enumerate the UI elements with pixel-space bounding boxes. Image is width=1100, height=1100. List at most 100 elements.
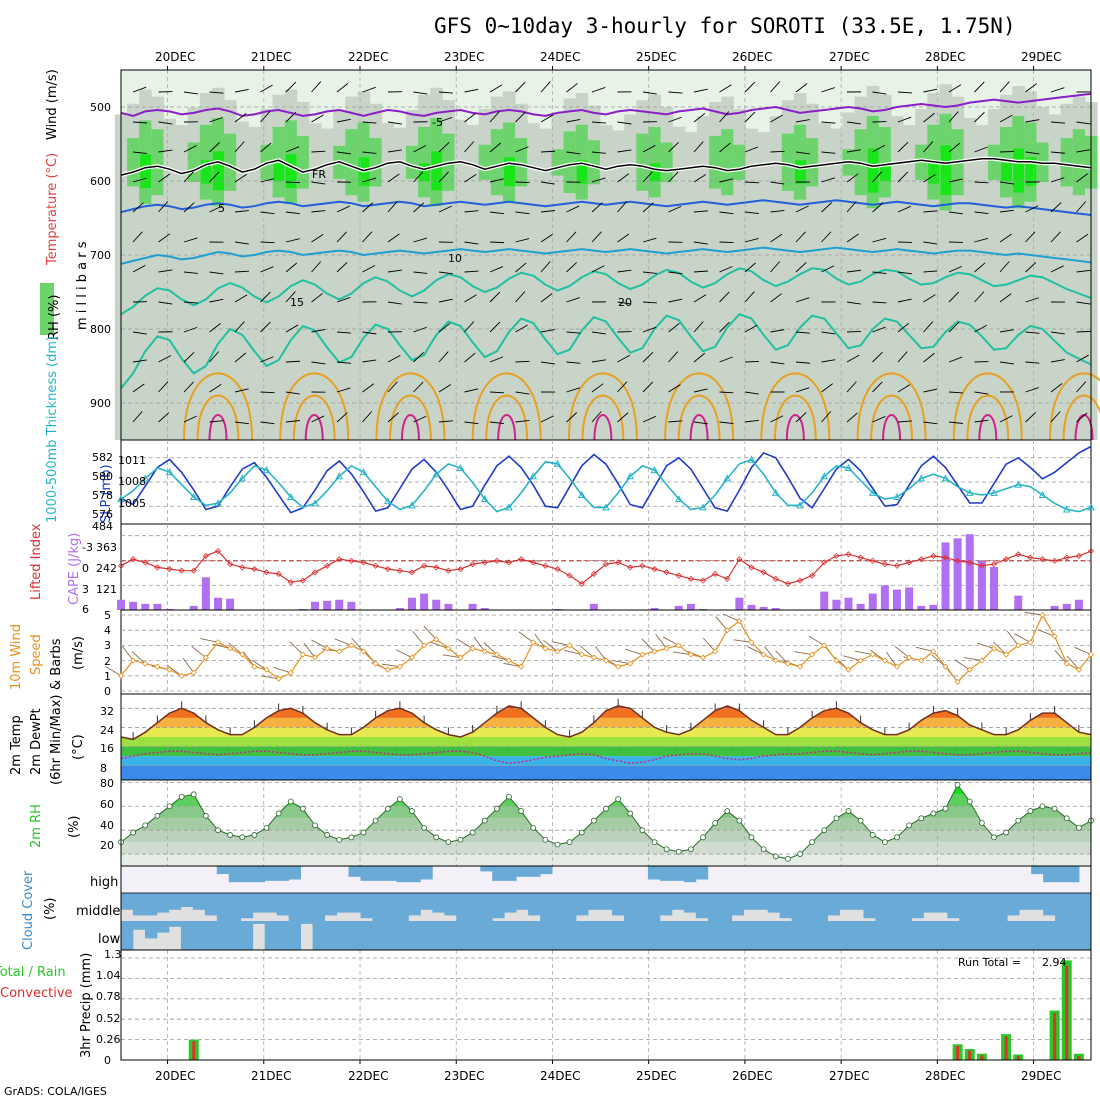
temp-band-2 [121, 746, 1091, 757]
cape-bar-19 [347, 601, 356, 610]
wind-speed-point-48 [699, 654, 707, 661]
wind-barb-20-6 [642, 271, 657, 274]
cloud-middle-cell-51 [731, 893, 745, 916]
wind-barb-26-11 [795, 412, 807, 423]
wind-barb-21-1 [668, 116, 682, 123]
wind-barb-37-4 [1076, 201, 1087, 213]
precip-tick-104: 1.04 [96, 969, 121, 982]
wind-barb-14-1 [489, 111, 500, 123]
thickness-point-78 [1062, 505, 1071, 513]
wind-barb-6-9 [285, 360, 301, 363]
wind-speed-point-59 [833, 657, 840, 664]
rh-column-53 [757, 132, 771, 440]
cloud-middle-cell-64 [887, 893, 900, 921]
rh-point-61 [857, 817, 864, 824]
cloud-low-fill-72 [983, 921, 996, 950]
wind-barb-3-6 [209, 271, 224, 275]
wind-surface-barb-52 [733, 639, 752, 643]
wind-barb-2-6 [183, 271, 198, 274]
profile-ytick-600: 600 [90, 175, 111, 188]
thickness-tick-582: 582 [92, 451, 113, 464]
wind-speed-point-61 [857, 657, 864, 664]
lifted-cape-panel [117, 523, 1095, 611]
cloud-low-fill-19 [348, 921, 361, 950]
precip-conv-bar-79 [1077, 1056, 1081, 1060]
wind-barb-8-10 [336, 387, 351, 393]
wind-barb-12-3 [438, 171, 449, 183]
wind-barb-23-9 [719, 356, 733, 363]
cloud-middle-cell-4 [168, 893, 182, 910]
lifted-point-13 [275, 570, 282, 578]
bottom-date-5: 25DEC [636, 1069, 676, 1083]
cloud-middle-cell-20 [360, 893, 373, 919]
cloud-middle-cell-77 [1043, 893, 1056, 916]
wind-barb-28-9 [846, 354, 860, 363]
rh-column-60 [842, 112, 856, 441]
rh-point-55 [784, 855, 791, 862]
rh-column-59 [830, 128, 843, 440]
wind-surface-barb-43 [625, 648, 643, 655]
bottom-date-1: 21DEC [251, 1069, 291, 1083]
wind-barb-8-0 [336, 83, 349, 93]
wind-surface-barb-0 [105, 666, 122, 677]
lifted-point-64 [893, 562, 901, 569]
rh-point-23 [396, 796, 403, 803]
wind-barb-18-9 [591, 359, 606, 363]
cape-bar-8 [214, 597, 222, 610]
wind-barb-8-4 [336, 205, 350, 213]
wind-barb-27-10 [821, 383, 833, 393]
wind-barb-25-4 [770, 209, 785, 213]
wind-barb-7-1 [311, 114, 324, 123]
lifted-point-32 [505, 559, 513, 566]
top-date-axis: 20DEC 21DEC 22DEC 23DEC 24DEC 25DEC 26DE… [155, 50, 1061, 1064]
lifted-point-49 [712, 570, 719, 578]
cloud-middle-cell-39 [588, 893, 601, 910]
rh-point-78 [1063, 815, 1070, 822]
wind-speed-point-39 [590, 654, 597, 661]
cloud-middle-cell-69 [947, 893, 960, 919]
rh-bright-2 [140, 154, 152, 189]
warm-dome-outer-4 [567, 372, 638, 441]
wind-barb-9-9 [362, 359, 377, 363]
rh-green-21 [369, 138, 383, 187]
wind-speed-point-44 [651, 648, 658, 655]
warm-dome-inner-4 [581, 394, 625, 441]
lifted-point-29 [469, 561, 476, 568]
wind-speed-point-8 [214, 639, 222, 646]
lifted-point-57 [809, 572, 816, 579]
lifted-point-0 [117, 562, 125, 569]
rh-point-52 [748, 834, 755, 841]
wind-barb-25-2 [770, 150, 785, 153]
wind-barb-19-11 [617, 412, 629, 423]
wind-barb-8-5 [336, 231, 347, 243]
cape-bar-4 [165, 608, 174, 610]
warm-dome-inner-2 [389, 394, 432, 441]
cloud-low-fill-21 [372, 921, 385, 950]
wind-barb-18-4 [591, 202, 603, 213]
wind-speed-point-11 [251, 663, 258, 670]
wind-barb-28-11 [846, 412, 858, 423]
wind-barb-12-11 [438, 420, 453, 423]
lifted-point-74 [1015, 551, 1022, 558]
lifted-point-52 [748, 564, 755, 571]
wind-barb-8-2 [336, 151, 351, 155]
cloud-low-cell-15 [300, 921, 314, 924]
lifted-point-67 [930, 552, 937, 560]
wind-barb-32-4 [948, 211, 963, 215]
thickness-point-38 [577, 490, 586, 498]
wind-barb-23-1 [719, 111, 730, 123]
wind-barb-26-8 [795, 331, 810, 334]
cloud-high-cell-32 [504, 866, 517, 881]
rh-band-2 [121, 830, 1091, 843]
wind-surface-barb-45 [655, 633, 667, 649]
thickness-tick-484: 484 [92, 520, 113, 533]
cloud-low-fill-67 [923, 921, 936, 950]
cape-bar-51 [735, 597, 744, 610]
wind-barb-27-6 [821, 265, 835, 273]
bottom-date-8: 28DEC [925, 1069, 965, 1083]
lifted-point-27 [445, 567, 452, 574]
cloud-low-fill-56 [791, 921, 804, 950]
wind-barb-34-1 [999, 114, 1013, 123]
wind-barb-0-1 [132, 121, 147, 124]
